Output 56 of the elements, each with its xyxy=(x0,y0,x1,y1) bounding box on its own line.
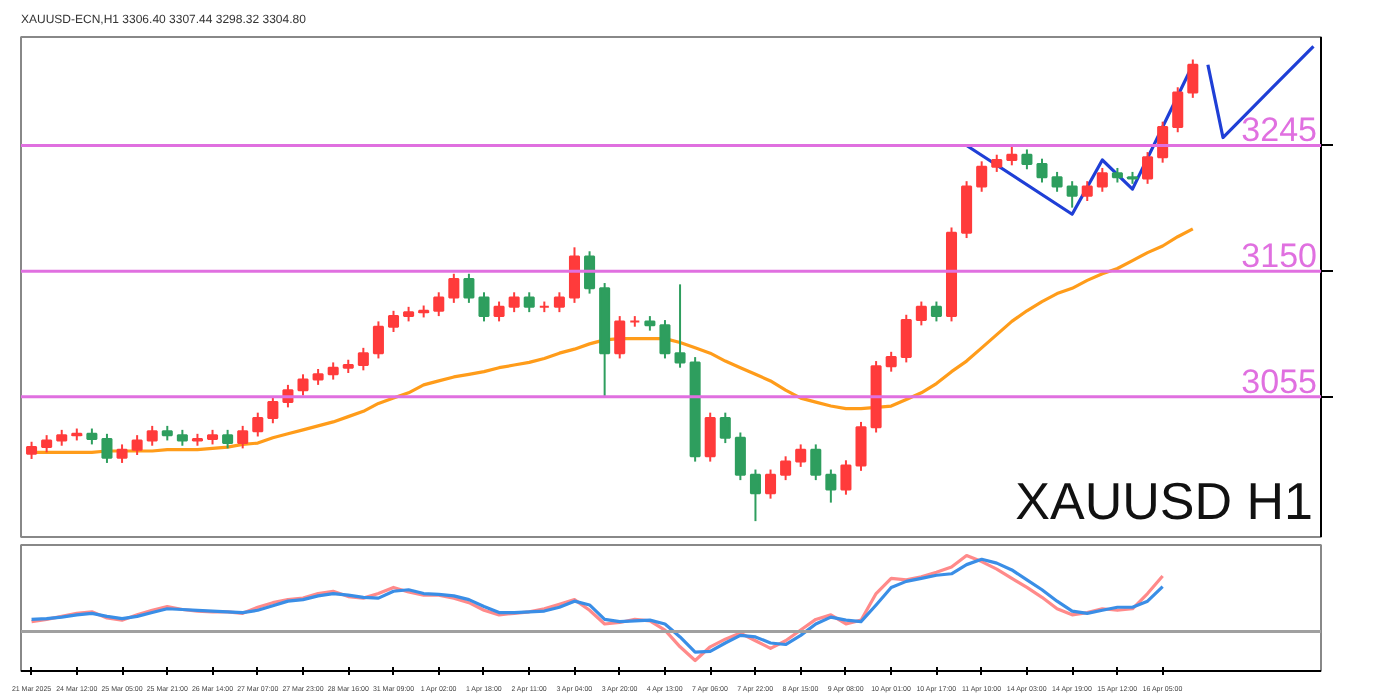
candlestick xyxy=(433,291,445,318)
candlestick xyxy=(131,434,143,456)
candlestick xyxy=(508,291,520,314)
candlestick xyxy=(1006,144,1018,167)
candlestick xyxy=(1066,180,1078,209)
candlestick xyxy=(553,291,565,314)
ref-line-label: 3055 xyxy=(1241,362,1318,401)
candlestick xyxy=(1051,170,1063,193)
candlestick xyxy=(1021,148,1033,171)
candlestick xyxy=(463,272,475,304)
candlestick xyxy=(568,246,580,304)
candlestick xyxy=(855,420,867,472)
candlestick xyxy=(372,320,384,360)
candlestick xyxy=(734,431,746,482)
candlestick xyxy=(493,300,505,323)
ref-line-label: 3245 xyxy=(1241,111,1318,150)
candlestick xyxy=(478,291,490,323)
candlestick xyxy=(101,432,113,464)
candlestick xyxy=(523,291,535,314)
candlestick xyxy=(614,315,626,360)
candlestick xyxy=(297,373,309,397)
candlestick xyxy=(222,428,234,450)
candlestick xyxy=(1081,180,1093,203)
candlestick xyxy=(252,411,264,438)
candlestick xyxy=(1172,86,1184,134)
candlestick xyxy=(116,443,128,464)
candlestick xyxy=(900,313,912,364)
candlestick xyxy=(237,424,249,450)
candlestick xyxy=(961,180,973,240)
candlestick xyxy=(780,455,792,482)
candlestick xyxy=(267,395,279,425)
candlestick xyxy=(146,424,158,447)
candlestick xyxy=(749,468,761,523)
candlestick xyxy=(1036,157,1048,184)
candlestick xyxy=(448,272,460,304)
candlestick xyxy=(1096,166,1108,193)
candlestick xyxy=(1187,58,1199,99)
candlestick xyxy=(915,300,927,327)
candlestick xyxy=(810,443,822,482)
ref-line-label: 3150 xyxy=(1241,237,1318,276)
candlestick xyxy=(674,283,686,369)
candlestick xyxy=(795,443,807,468)
candlestick xyxy=(1157,120,1169,164)
candlestick xyxy=(357,346,369,372)
candlestick xyxy=(885,350,897,373)
candlestick xyxy=(976,160,988,193)
candlestick xyxy=(930,300,942,323)
candlestick xyxy=(765,468,777,500)
annotation: XAUUSD H1 xyxy=(1015,471,1314,531)
candlestick xyxy=(704,411,716,463)
candlestick xyxy=(719,411,731,445)
candlestick xyxy=(825,468,837,504)
candlestick xyxy=(840,459,852,496)
candlestick xyxy=(1142,151,1154,185)
candlestick xyxy=(659,319,671,360)
candlestick xyxy=(387,309,400,333)
